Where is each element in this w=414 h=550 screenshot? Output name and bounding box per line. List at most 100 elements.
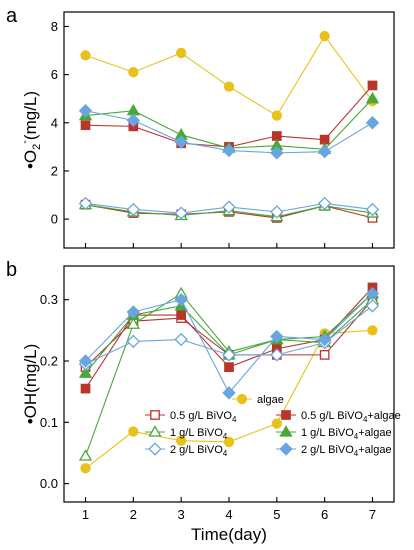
panel-b: b 0.0 0.1 0.2 0.3 1 2 3 4 5 6 7 •OH(mg/L) Time(da… <box>6 259 401 544</box>
y-tick-label: 6 <box>51 67 58 82</box>
legend-item: 1 g/L BiVO4+algae <box>276 425 392 441</box>
y-tick-label: 0 <box>51 212 58 227</box>
x-tick-label: 6 <box>321 507 328 522</box>
x-tick-label: 3 <box>178 507 185 522</box>
data-point <box>174 332 188 347</box>
series-line <box>85 35 373 117</box>
y-tick-label: 4 <box>51 115 58 130</box>
panel-a-y-ticks: 0 2 4 6 8 <box>51 19 69 227</box>
data-point <box>271 418 282 429</box>
data-point <box>80 50 91 61</box>
data-point <box>126 317 140 329</box>
legend-marker <box>281 410 291 420</box>
data-point <box>126 334 141 349</box>
data-point <box>126 305 141 319</box>
panel-b-y-ticks: 0.0 0.1 0.2 0.3 <box>40 292 69 491</box>
data-point <box>80 383 91 394</box>
data-point <box>174 292 188 307</box>
series-5 <box>78 196 380 220</box>
legend-marker <box>148 425 162 437</box>
panel-b-x-ticks: 1 2 3 4 5 6 7 <box>82 497 376 522</box>
panel-a-series <box>78 30 380 223</box>
x-tick-label: 1 <box>82 507 89 522</box>
data-point <box>365 286 380 301</box>
data-point <box>222 348 236 362</box>
data-point <box>174 135 188 149</box>
data-point <box>270 348 284 362</box>
data-point <box>174 206 188 220</box>
data-point <box>367 325 378 336</box>
data-point <box>223 436 235 448</box>
legend-marker <box>148 442 162 456</box>
x-tick-label: 5 <box>273 507 280 522</box>
data-point <box>365 91 380 104</box>
data-point <box>176 47 187 59</box>
y-tick-label: 0.1 <box>40 415 58 430</box>
x-tick-label: 2 <box>130 507 137 522</box>
series-6 <box>78 104 380 160</box>
panel-a-ylabel-sup: - <box>19 140 31 144</box>
legend-marker <box>150 410 160 420</box>
data-point <box>126 202 141 217</box>
data-point <box>319 350 330 360</box>
x-axis-label: Time(day) <box>191 525 267 544</box>
legend-marker <box>279 442 293 456</box>
data-point <box>78 449 93 461</box>
legend-label: 0.5 g/L BiVO4 <box>170 410 237 424</box>
data-point <box>223 81 235 92</box>
series-2 <box>80 282 378 394</box>
legend: algae 0.5 g/L BiVO4 0.5 g/L BiVO4+algae 1 g… <box>145 393 401 458</box>
data-point <box>128 426 139 437</box>
data-point <box>78 354 93 368</box>
x-tick-label: 7 <box>369 507 376 522</box>
y-tick-label: 2 <box>51 163 58 178</box>
data-point <box>319 30 330 42</box>
data-point <box>224 362 234 372</box>
panel-a-ylabel-rest: (mg/L) <box>21 91 40 140</box>
y-tick-label: 0.2 <box>40 354 58 369</box>
data-point <box>365 299 380 313</box>
legend-label: algae <box>257 394 284 406</box>
legend-item: 2 g/L BiVO4 <box>145 442 228 458</box>
panel-b-series <box>78 282 380 474</box>
panel-a-y-axis-label: •O2-(mg/L) <box>19 91 43 169</box>
y-tick-label: 0.0 <box>40 476 58 491</box>
data-point <box>270 205 284 219</box>
data-point <box>80 463 91 474</box>
data-point <box>270 146 284 160</box>
data-point <box>78 366 93 378</box>
data-point <box>317 144 332 159</box>
data-point <box>128 67 139 78</box>
data-point <box>176 310 187 320</box>
legend-item: 2 g/L BiVO4+algae <box>276 442 392 458</box>
legend-item: 1 g/L BiVO4 <box>145 425 228 441</box>
data-point <box>270 329 284 344</box>
panel-a-ylabel-sub: 2 <box>31 144 43 150</box>
legend-marker <box>236 393 248 405</box>
legend-label: 2 g/L BiVO4+algae <box>301 444 392 458</box>
data-point <box>222 386 236 400</box>
data-point <box>78 196 93 211</box>
data-point <box>317 332 332 347</box>
data-point <box>365 116 380 130</box>
data-point <box>222 143 236 158</box>
legend-label: 1 g/L BiVO4 <box>170 427 228 441</box>
data-point <box>78 104 93 118</box>
data-point <box>367 80 378 91</box>
panel-b-plot-frame <box>63 265 395 503</box>
panel-a-letter: a <box>6 5 18 27</box>
legend-item: 0.5 g/L BiVO4+algae <box>276 410 401 424</box>
panel-b-letter: b <box>6 259 17 281</box>
series-0 <box>80 30 378 121</box>
data-point <box>222 200 236 214</box>
data-point <box>126 113 141 128</box>
legend-label: 1 g/L BiVO4+algae <box>301 427 392 441</box>
y-tick-label: 0.3 <box>40 292 58 307</box>
legend-marker <box>279 425 293 437</box>
legend-label: 2 g/L BiVO4 <box>170 444 228 458</box>
data-point <box>126 103 140 116</box>
series-6 <box>78 286 380 400</box>
panel-b-y-axis-label: •OH(mg/L) <box>21 344 40 425</box>
